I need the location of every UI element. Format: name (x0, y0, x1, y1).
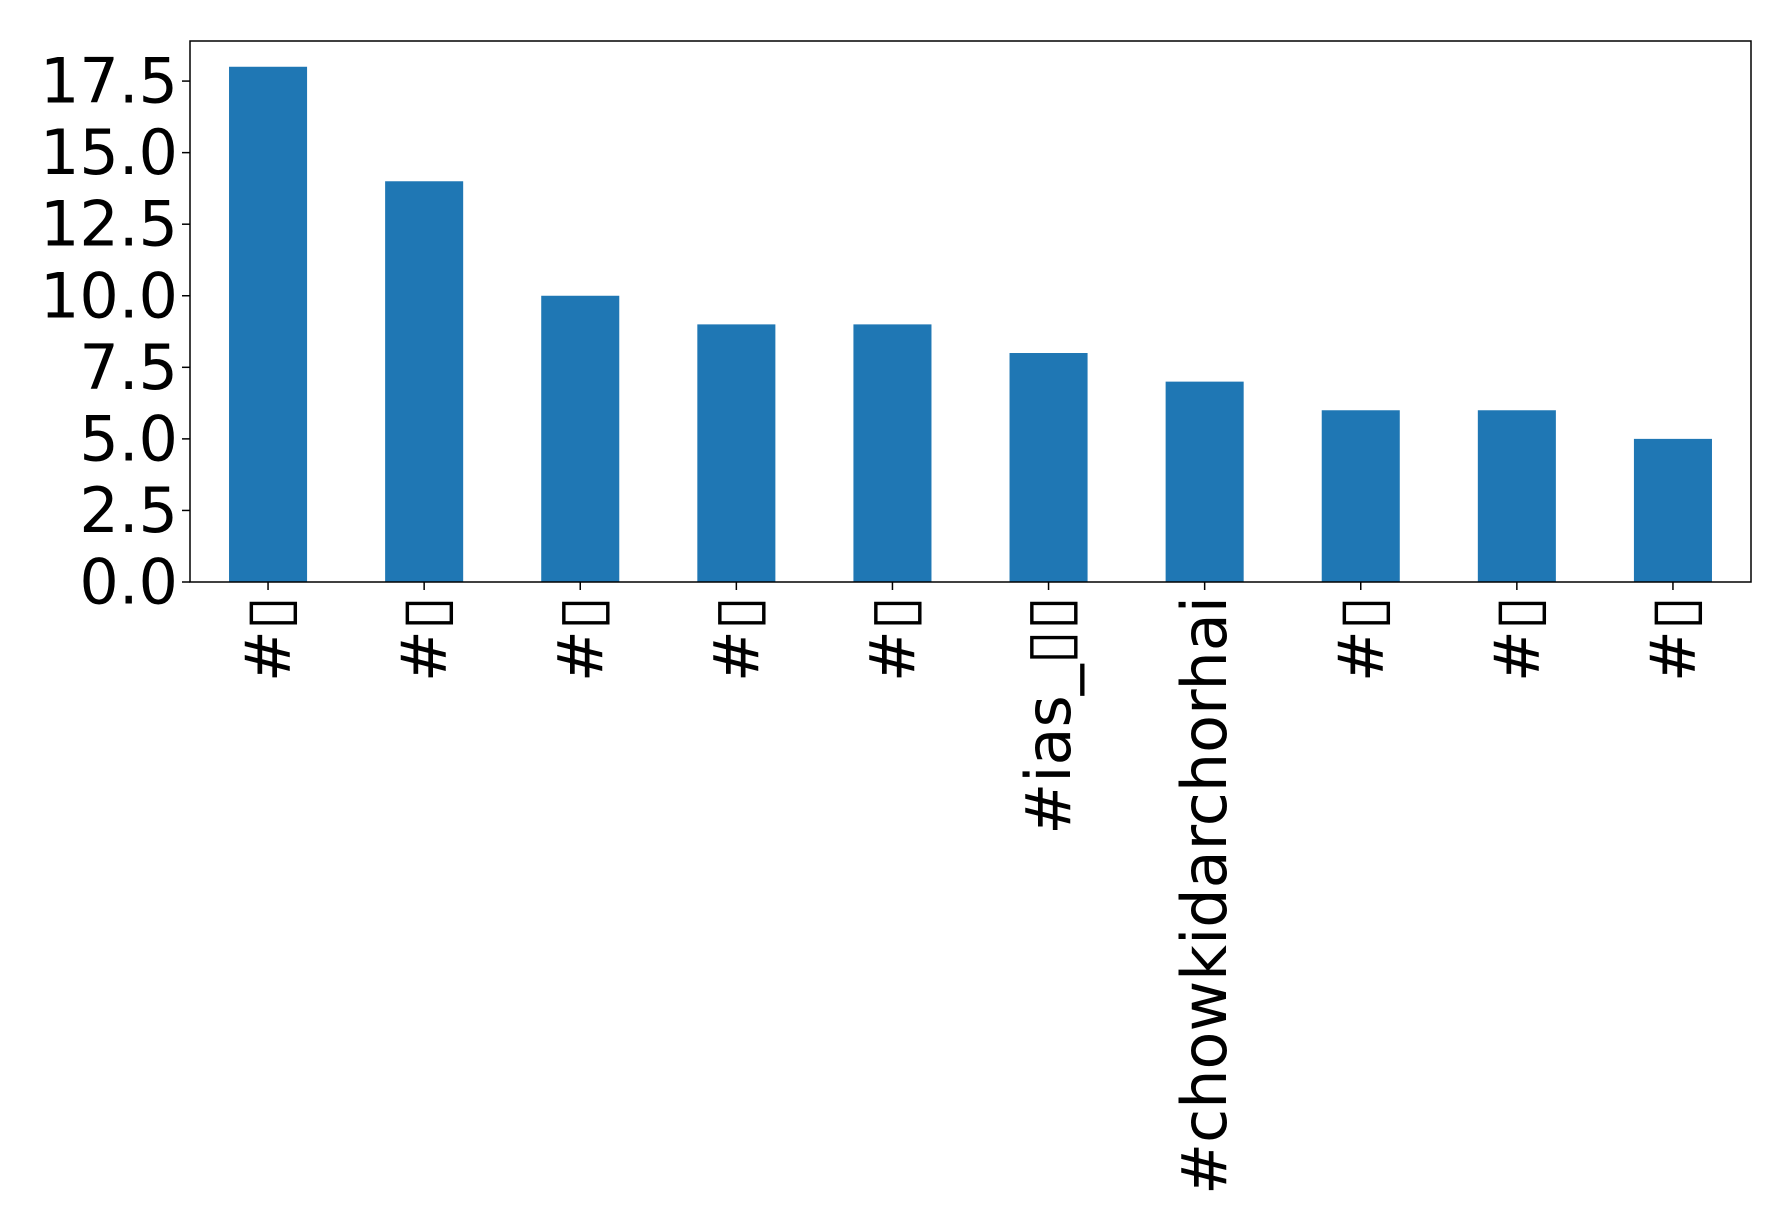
x-tick-label: #▯ (1324, 596, 1397, 682)
bar (853, 324, 932, 582)
y-tick-label: 10.0 (40, 259, 178, 332)
bar (1165, 381, 1244, 582)
bar (229, 66, 308, 582)
axes-frame (189, 40, 1752, 583)
y-tick-label: 5.0 (79, 402, 178, 475)
y-tick-label: 15.0 (40, 116, 178, 189)
bar (1477, 410, 1556, 582)
bar (385, 181, 464, 582)
x-axis: #▯ #▯ #▯ #▯ #▯ #ias_▯▯ #chowkidarchorhai #▯ #▯ #▯ (232, 582, 1709, 1195)
y-tick-label: 7.5 (79, 331, 178, 404)
bar (1009, 353, 1088, 582)
x-tick-label: #▯ (700, 596, 773, 682)
x-tick-label: #▯ (856, 596, 929, 682)
y-tick-label: 2.5 (79, 474, 178, 547)
bars (229, 66, 1712, 582)
bar (1633, 438, 1712, 582)
x-tick-label: #▯ (388, 596, 461, 682)
x-tick-label: #▯ (232, 596, 305, 682)
y-tick-label: 0.0 (79, 546, 178, 619)
bar (1321, 410, 1400, 582)
x-tick-label: #▯ (1480, 596, 1553, 682)
x-tick-label: #ias_▯▯ (1012, 596, 1085, 835)
bar (697, 324, 776, 582)
bar (541, 295, 620, 582)
y-axis: 0.02.55.07.510.012.515.017.5 (40, 45, 190, 619)
y-tick-label: 17.5 (40, 45, 178, 118)
y-tick-label: 12.5 (40, 188, 178, 261)
x-tick-label: #▯ (544, 596, 617, 682)
x-tick-label: #chowkidarchorhai (1168, 596, 1241, 1195)
x-tick-label: #▯ (1636, 596, 1709, 682)
